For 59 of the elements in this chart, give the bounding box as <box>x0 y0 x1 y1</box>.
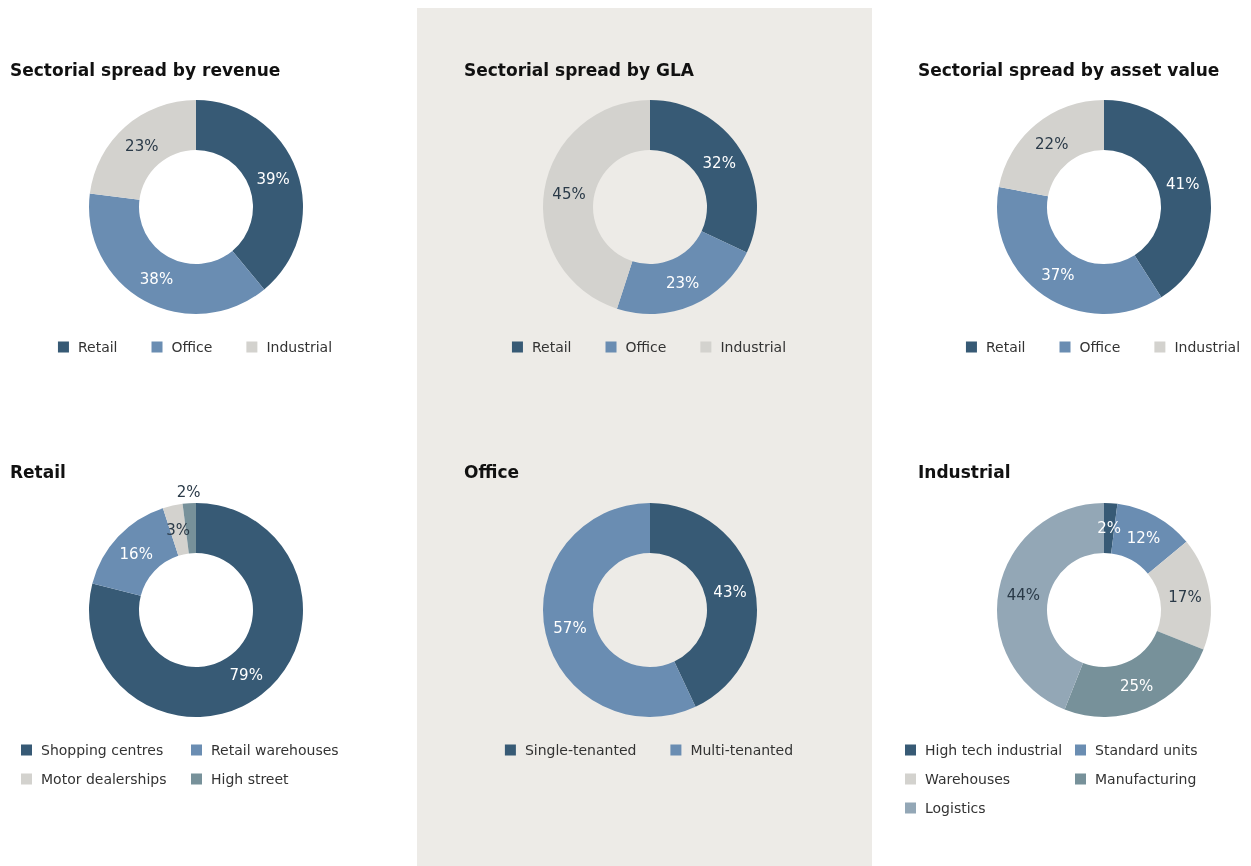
legend-label: Standard units <box>1095 741 1198 758</box>
legend-label: Industrial <box>1174 338 1241 355</box>
data-label: 79% <box>229 666 263 685</box>
legend-label: Retail <box>531 338 572 355</box>
legend-label: Retail warehouses <box>211 741 339 758</box>
donut-slice <box>543 503 696 717</box>
legend-label: Retail <box>985 338 1026 355</box>
data-label: 41% <box>1166 175 1200 194</box>
donut-slice <box>196 100 303 290</box>
legend-label: Office <box>625 338 667 355</box>
legend-label: Shopping centres <box>41 741 164 758</box>
data-label: 44% <box>1006 585 1041 604</box>
chart-title: Retail <box>10 462 66 482</box>
data-label: 57% <box>553 619 587 638</box>
legend-label: Multi-tenanted <box>690 741 794 758</box>
legend-label: Manufacturing <box>1095 770 1197 787</box>
legend-label: Warehouses <box>925 770 1011 787</box>
legend-label: Motor dealerships <box>41 770 167 787</box>
legend-label: High tech industrial <box>925 741 1063 758</box>
donut-slice <box>1064 630 1204 717</box>
data-label: 16% <box>119 545 153 564</box>
chart-title: Industrial <box>918 462 1011 482</box>
chart-title: Sectorial spread by asset value <box>918 60 1220 80</box>
data-label: 23% <box>665 273 700 292</box>
legend-label: Single-tenanted <box>524 741 637 758</box>
data-label: 12% <box>1126 529 1161 548</box>
legend-label: High street <box>211 770 290 787</box>
data-label: 2% <box>1097 519 1122 538</box>
legend-label: Industrial <box>720 338 787 355</box>
data-label: 32% <box>702 154 736 173</box>
data-label: 22% <box>1035 135 1069 154</box>
chart-title: Sectorial spread by revenue <box>10 60 281 80</box>
donut-slice <box>89 193 265 314</box>
data-label: 23% <box>125 136 159 155</box>
legend-label: Industrial <box>266 338 333 355</box>
data-label: 38% <box>139 270 174 289</box>
donut-slice <box>998 100 1104 197</box>
data-label: 25% <box>1119 676 1154 695</box>
data-label: 43% <box>713 583 747 602</box>
legend-label: Logistics <box>925 799 986 816</box>
legend-label: Retail <box>77 338 118 355</box>
donut-slice <box>1104 100 1211 298</box>
donut-slice <box>616 231 747 314</box>
chart-title: Sectorial spread by GLA <box>464 60 695 80</box>
legend-label: Office <box>171 338 213 355</box>
legend-label: Office <box>1079 338 1121 355</box>
data-label: 45% <box>552 185 586 204</box>
donut-slice <box>997 186 1162 314</box>
chart-title: Office <box>464 462 520 482</box>
data-label: 39% <box>256 170 290 189</box>
data-label: 17% <box>1168 588 1202 607</box>
donut-slice <box>650 100 757 253</box>
data-label: 37% <box>1041 266 1075 285</box>
data-label: 2% <box>176 482 201 501</box>
donut-slice <box>1147 541 1211 650</box>
donut-slice <box>89 503 303 717</box>
donut-slice <box>543 100 650 309</box>
donut-slice <box>89 100 196 200</box>
donut-slice <box>650 503 757 707</box>
